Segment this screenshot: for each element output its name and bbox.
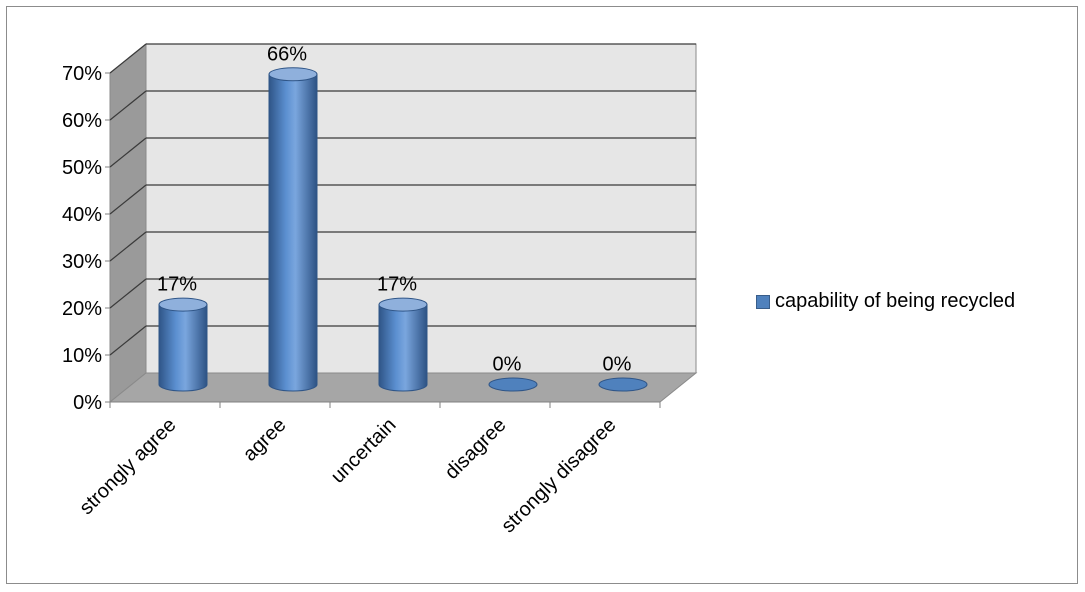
category-label: strongly agree: [75, 414, 180, 519]
category-label: disagree: [441, 414, 511, 484]
category-label: uncertain: [327, 414, 401, 488]
data-label: 0%: [493, 354, 522, 376]
gridline-side: [109, 231, 147, 262]
category-label: agree: [239, 414, 291, 466]
bar-uncertain: [378, 304, 428, 392]
gridline-side: [109, 43, 147, 74]
category-label: strongly disagree: [497, 414, 620, 537]
gridlines: [109, 43, 696, 356]
y-tick-label: 40%: [62, 204, 102, 226]
bar-top-strongly-agree: [158, 297, 208, 312]
side-wall: [109, 42, 147, 404]
y-tick-label: 20%: [62, 298, 102, 320]
gridline-side: [109, 184, 147, 215]
bar-disagree: [488, 377, 538, 392]
data-label: 66%: [267, 43, 307, 65]
data-labels: 17% 66% 17% 0% 0%: [157, 43, 632, 375]
legend-label: capability of being recycled: [775, 290, 1016, 312]
y-tick-label: 30%: [62, 251, 102, 273]
gridline-side: [109, 325, 147, 356]
bar-top-agree: [268, 67, 318, 82]
bar-series: [158, 67, 648, 392]
y-axis-ticks: 0% 10% 20% 30% 40% 50% 60% 70%: [62, 63, 110, 414]
bar-agree: [268, 73, 318, 392]
data-label: 0%: [603, 354, 632, 376]
y-tick-label: 50%: [62, 157, 102, 179]
y-tick-label: 0%: [73, 392, 102, 414]
gridline-side: [109, 90, 147, 121]
bar-strongly-disagree: [598, 377, 648, 392]
gridline-side: [109, 278, 147, 309]
bar-strongly-agree: [158, 304, 208, 392]
y-tick-label: 60%: [62, 110, 102, 132]
data-label: 17%: [377, 274, 417, 296]
gridline-side: [109, 137, 147, 168]
x-axis-ticks: strongly agree agree uncertain disagreestro…: [75, 402, 661, 537]
legend-swatch: [756, 294, 770, 309]
y-tick-label: 10%: [62, 345, 102, 367]
data-label: 17%: [157, 274, 197, 296]
y-tick-label: 70%: [62, 63, 102, 85]
bar-top-uncertain: [378, 297, 428, 312]
legend: capability of being recycled: [756, 290, 1015, 313]
